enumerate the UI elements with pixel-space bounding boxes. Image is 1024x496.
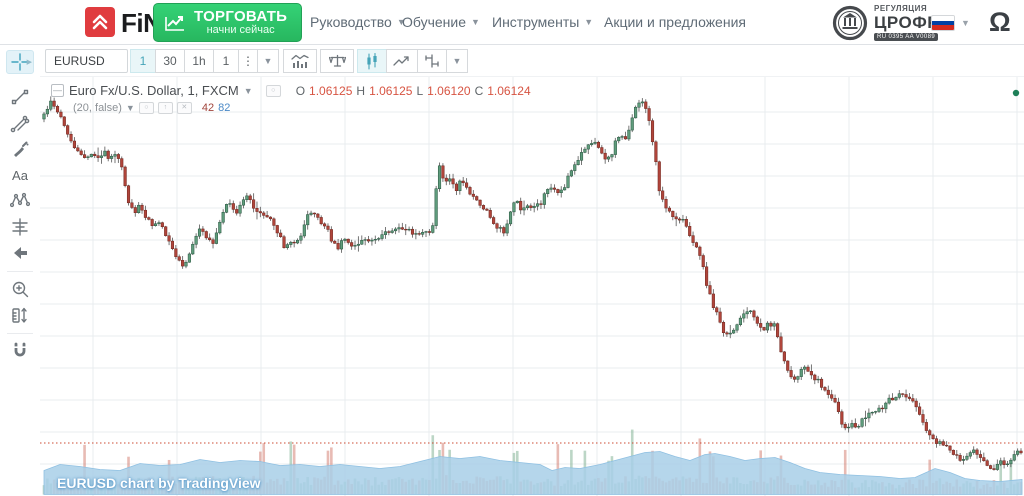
chart-arrow-icon	[165, 15, 184, 31]
scales-icon	[328, 54, 346, 67]
candle-bodies	[42, 100, 1023, 470]
toolbar-divider	[7, 271, 33, 272]
chevron-down-icon: ▼	[471, 17, 480, 27]
indicators-button[interactable]	[283, 49, 317, 73]
regulation-label: РЕГУЛЯЦИЯ	[874, 4, 928, 13]
chevron-down-icon: ▼	[452, 56, 462, 66]
toolbar-divider	[7, 333, 33, 334]
nav-item-guide[interactable]: Руководство ▼	[310, 14, 406, 30]
tool-undo-arrow[interactable]	[6, 241, 34, 265]
indicator-params[interactable]: (20, false)	[73, 102, 122, 114]
tool-trend-line[interactable]	[6, 85, 34, 109]
candle-wicks	[43, 96, 1022, 471]
chart-legend: — Euro Fx/U.S. Dollar, 1, FXCM ▼ ○ O 1.06…	[51, 83, 531, 114]
drawing-toolbar: ▶ Aa	[0, 45, 40, 496]
style-levels-button[interactable]	[417, 49, 447, 73]
tool-text[interactable]: Aa	[6, 163, 34, 187]
user-avatar-icon[interactable]: Ω	[989, 7, 1011, 37]
header: FiNMAX ТОРГОВАТЬ начни сейчас Руководств…	[0, 0, 1024, 45]
xabcd-pattern-icon	[10, 192, 30, 208]
tool-measure[interactable]	[6, 303, 34, 327]
interval-button-1m[interactable]: 1	[130, 49, 156, 73]
tool-xabcd-pattern[interactable]	[6, 189, 34, 213]
tool-forecast[interactable]	[6, 215, 34, 239]
regulation-badge[interactable]: РЕГУЛЯЦИЯ ЦРОФР RU 0395 AA V0089	[832, 5, 939, 41]
chevron-down-icon: ▼	[263, 56, 273, 66]
submenu-arrow-icon: ▶	[26, 59, 32, 66]
chevron-down-icon[interactable]: ▼	[125, 103, 135, 113]
finmax-logo-icon[interactable]	[85, 7, 115, 37]
indicator-value-1: 42	[201, 102, 215, 114]
license-number: RU 0395 AA V0089	[874, 33, 939, 41]
double-chevron-up-icon	[92, 14, 108, 30]
chevron-down-icon[interactable]: ▼	[243, 85, 253, 96]
interval-more-button[interactable]: ⋮	[238, 49, 258, 73]
magnet-icon	[13, 342, 27, 357]
indicator-settings-icon[interactable]: ↑	[157, 102, 173, 114]
indicator-legend: (20, false) ▼ ○ ↑ ✕ 42 82	[73, 102, 531, 114]
chart-toolbar: 1 30 1h 1 ⋮ ▼	[40, 45, 1024, 77]
style-line-button[interactable]	[386, 49, 418, 73]
trend-line-icon	[11, 89, 29, 105]
trade-button-subtitle: начни сейчас	[206, 23, 275, 36]
tool-pitchfork[interactable]	[6, 111, 34, 135]
style-candles-button[interactable]	[357, 49, 387, 73]
legend-collapse-icon[interactable]: —	[51, 84, 64, 97]
chevron-down-icon: ▼	[396, 17, 406, 27]
nav-item-instruments[interactable]: Инструменты ▼	[492, 14, 594, 30]
indicator-value-2: 82	[218, 102, 231, 114]
zoom-in-icon	[12, 281, 29, 298]
levels-icon	[425, 54, 439, 68]
indicator-hide-icon[interactable]: ○	[138, 102, 154, 114]
pitchfork-icon	[10, 115, 30, 133]
tradingview-watermark: EURUSD chart by TradingView	[57, 475, 261, 491]
forecast-icon	[12, 218, 28, 236]
crosshair-icon	[11, 53, 29, 71]
interval-button-30m[interactable]: 30	[155, 49, 185, 73]
indicator-close-icon[interactable]: ✕	[176, 102, 192, 114]
compare-button[interactable]	[320, 49, 354, 73]
instrument-title[interactable]: Euro Fx/U.S. Dollar, 1, FXCM	[69, 83, 239, 98]
chevron-down-icon[interactable]: ▼	[961, 18, 970, 28]
indicators-icon	[291, 54, 309, 68]
ruler-icon	[12, 307, 27, 323]
connection-status-dot	[1012, 89, 1020, 97]
nav-item-education[interactable]: Обучение ▼	[402, 14, 480, 30]
interval-button-1h[interactable]: 1h	[184, 49, 214, 73]
symbol-search-field[interactable]	[45, 49, 128, 73]
hide-series-icon[interactable]: ○	[265, 84, 281, 97]
tool-magnet[interactable]	[6, 339, 34, 363]
volume-area	[43, 451, 1023, 495]
regulator-name: ЦРОФР	[874, 13, 940, 32]
tool-brush[interactable]	[6, 137, 34, 161]
brush-icon	[14, 141, 29, 157]
tool-crosshair[interactable]: ▶	[6, 50, 34, 74]
symbol-input[interactable]	[46, 50, 127, 72]
interval-button-1d[interactable]: 1	[213, 49, 239, 73]
ohlc-readout: O 1.06125 H 1.06125 L 1.06120 C 1.06124	[295, 83, 531, 98]
chevron-down-icon: ▼	[584, 17, 594, 27]
text-tool-icon: Aa	[12, 167, 28, 183]
candlestick-icon	[367, 52, 377, 70]
regulator-seal-icon	[832, 5, 868, 41]
interval-dropdown-button[interactable]: ▼	[257, 49, 279, 73]
grid-lines	[40, 77, 1024, 496]
price-chart[interactable]: — Euro Fx/U.S. Dollar, 1, FXCM ▼ ○ O 1.06…	[40, 77, 1024, 496]
arrow-left-icon	[14, 247, 27, 259]
tool-zoom-in[interactable]	[6, 277, 34, 301]
trade-button[interactable]: ТОРГОВАТЬ начни сейчас	[153, 3, 303, 42]
trade-button-title: ТОРГОВАТЬ	[194, 7, 288, 25]
line-chart-icon	[393, 56, 409, 66]
language-flag-ru[interactable]	[931, 15, 955, 31]
style-dropdown-button[interactable]: ▼	[446, 49, 468, 73]
nav-item-promotions[interactable]: Акции и предложения	[604, 14, 746, 30]
price-chart-canvas[interactable]	[40, 77, 1024, 496]
